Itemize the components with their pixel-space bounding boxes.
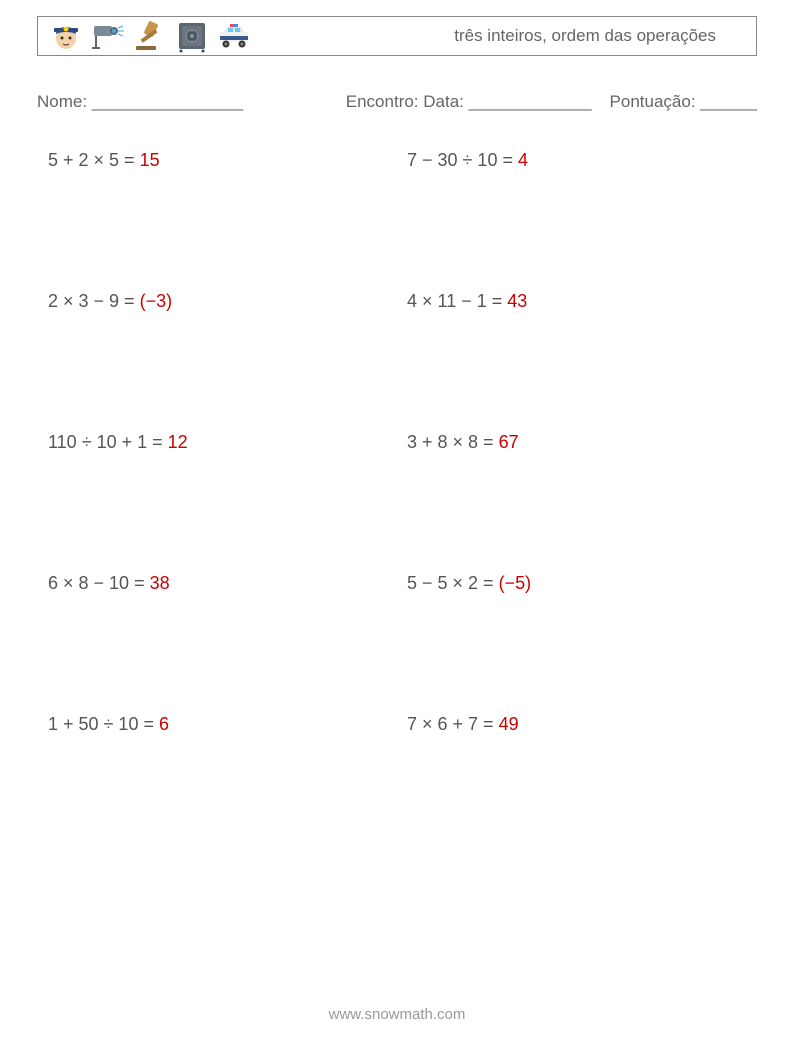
problem-cell: 5 + 2 × 5 = 15 [48,150,397,171]
problem-cell: 5 − 5 × 2 = (−5) [397,573,746,594]
problem-expression: 5 − 5 × 2 = [407,573,499,593]
problem-row: 6 × 8 − 10 = 38 5 − 5 × 2 = (−5) [48,573,746,594]
problem-cell: 7 × 6 + 7 = 49 [397,714,746,735]
header-icons [48,18,252,54]
gavel-icon [132,18,168,54]
score-field: Pontuação: ______ [610,92,757,112]
problem-answer: 12 [168,432,188,452]
problem-answer: 43 [507,291,527,311]
problem-expression: 6 × 8 − 10 = [48,573,150,593]
problem-row: 1 + 50 ÷ 10 = 6 7 × 6 + 7 = 49 [48,714,746,735]
problem-row: 2 × 3 − 9 = (−3) 4 × 11 − 1 = 43 [48,291,746,312]
problem-cell: 6 × 8 − 10 = 38 [48,573,397,594]
problem-answer: 49 [499,714,519,734]
header-box: três inteiros, ordem das operações [37,16,757,56]
problem-expression: 2 × 3 − 9 = [48,291,140,311]
problems-container: 5 + 2 × 5 = 15 7 − 30 ÷ 10 = 4 2 × 3 − 9… [48,140,746,735]
problem-expression: 3 + 8 × 8 = [407,432,499,452]
problem-row: 5 + 2 × 5 = 15 7 − 30 ÷ 10 = 4 [48,150,746,171]
problem-cell: 7 − 30 ÷ 10 = 4 [397,150,746,171]
problem-expression: 4 × 11 − 1 = [407,291,507,311]
problem-answer: (−3) [140,291,173,311]
problem-answer: 15 [140,150,160,170]
problem-cell: 110 ÷ 10 + 1 = 12 [48,432,397,453]
police-car-icon [216,18,252,54]
safe-icon [174,18,210,54]
problem-cell: 1 + 50 ÷ 10 = 6 [48,714,397,735]
problem-expression: 1 + 50 ÷ 10 = [48,714,159,734]
date-field: Encontro: Data: _____________ [346,92,592,112]
problem-expression: 110 ÷ 10 + 1 = [48,432,168,452]
problem-expression: 5 + 2 × 5 = [48,150,140,170]
security-camera-icon [90,18,126,54]
info-row: Nome: ________________ Encontro: Data: _… [37,92,757,112]
problem-cell: 2 × 3 − 9 = (−3) [48,291,397,312]
worksheet-title: três inteiros, ordem das operações [454,26,746,46]
footer-url: www.snowmath.com [0,1006,794,1023]
problem-cell: 4 × 11 − 1 = 43 [397,291,746,312]
problem-expression: 7 − 30 ÷ 10 = [407,150,518,170]
problem-expression: 7 × 6 + 7 = [407,714,499,734]
problem-answer: 6 [159,714,169,734]
problem-row: 110 ÷ 10 + 1 = 12 3 + 8 × 8 = 67 [48,432,746,453]
police-officer-icon [48,18,84,54]
problem-answer: 38 [150,573,170,593]
problem-cell: 3 + 8 × 8 = 67 [397,432,746,453]
problem-answer: 4 [518,150,528,170]
problem-answer: 67 [499,432,519,452]
name-field: Nome: ________________ [37,92,346,112]
problem-answer: (−5) [499,573,532,593]
